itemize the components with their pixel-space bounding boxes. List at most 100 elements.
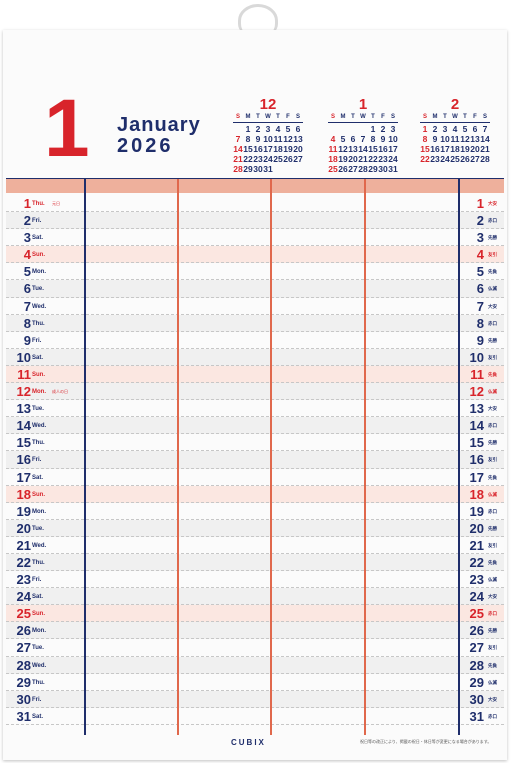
- weekday-label: Wed.: [32, 662, 47, 669]
- rokuyo-label: 大安: [488, 201, 497, 206]
- rokuyo-label: 仏滅: [488, 679, 497, 685]
- holiday-note: 元日: [52, 201, 60, 206]
- rokuyo-label: 大安: [488, 696, 497, 702]
- day-row[interactable]: 15 Thu. 15 先勝: [6, 434, 504, 452]
- day-number-right: 8: [476, 315, 484, 331]
- day-number-right: 9: [476, 332, 484, 348]
- day-number-right: 24: [469, 589, 484, 605]
- day-number: 12: [16, 384, 31, 400]
- day-row[interactable]: 14 Wed. 14 赤口: [6, 417, 504, 435]
- mini-day: 15: [368, 144, 378, 154]
- rokuyo-label: 大安: [488, 594, 497, 600]
- day-row[interactable]: 20 Tue. 20 先勝: [6, 519, 504, 537]
- mini-day: 16: [430, 144, 440, 154]
- day-row[interactable]: 17 Sat. 17 先負: [6, 469, 504, 486]
- day-row[interactable]: 8 Thu. 8 赤口: [6, 314, 504, 332]
- day-number-right: 11: [470, 366, 484, 382]
- day-number-right: 27: [469, 640, 484, 656]
- day-number-right: 31: [469, 708, 484, 724]
- rokuyo-label: 先勝: [488, 337, 497, 343]
- day-row[interactable]: 6 Tue. 6 仏滅: [6, 280, 504, 298]
- mini-day: 5: [340, 134, 346, 144]
- day-number: 21: [16, 537, 31, 553]
- mini-day: 3: [442, 124, 448, 134]
- mini-day: 6: [472, 124, 478, 134]
- day-number: 15: [16, 435, 31, 451]
- mini-day: [338, 124, 348, 134]
- mini-day: 8: [422, 134, 428, 144]
- day-number: 2: [23, 213, 31, 229]
- mini-day: 11: [450, 134, 460, 144]
- day-number-right: 19: [469, 503, 484, 519]
- day-row[interactable]: 31 Sat. 31 赤口: [6, 708, 504, 725]
- mini-day: [293, 164, 303, 174]
- mini-day: 2: [255, 124, 261, 134]
- day-row[interactable]: 21 Wed. 21 友引: [6, 537, 504, 554]
- mini-day: 1: [245, 124, 251, 134]
- weekday-label: Mon.: [32, 389, 46, 396]
- day-number-right: 10: [469, 349, 484, 365]
- day-row[interactable]: 5 Mon. 5 先負: [6, 263, 504, 281]
- weekday-label: Thu.: [32, 679, 45, 686]
- day-row[interactable]: 13 Tue. 13 大安: [6, 400, 504, 418]
- day-row[interactable]: 19 Mon. 19 赤口: [6, 503, 504, 520]
- day-number: 31: [16, 708, 31, 724]
- day-row[interactable]: 12 Mon. 成人の日 12 仏滅: [6, 383, 504, 401]
- rokuyo-label: 仏滅: [488, 389, 497, 395]
- day-row[interactable]: 29 Thu. 29 仏滅: [6, 674, 504, 691]
- weekday-label: S: [390, 114, 395, 120]
- mini-day: 17: [440, 144, 450, 154]
- weekday-label: Sun.: [32, 371, 45, 378]
- day-row[interactable]: 7 Wed. 7 大安: [6, 298, 504, 315]
- weekday-label: Sun.: [32, 611, 45, 618]
- mini-day: 5: [285, 124, 291, 134]
- mini-day: 20: [293, 144, 303, 154]
- mini-day: 8: [245, 134, 251, 144]
- day-number: 17: [16, 469, 31, 485]
- day-row[interactable]: 25 Sun. 25 赤口: [6, 605, 504, 623]
- rokuyo-label: 仏滅: [488, 286, 497, 292]
- day-row[interactable]: 26 Mon. 26 先勝: [6, 622, 504, 640]
- day-number-right: 22: [469, 554, 484, 570]
- mini-day: 2: [432, 124, 438, 134]
- mini-day: 9: [432, 134, 438, 144]
- mini-day: 1: [422, 124, 428, 134]
- weekday-label: Sat.: [32, 594, 44, 601]
- day-row[interactable]: 10 Sat. 10 友引: [6, 348, 504, 366]
- weekday-label: M: [245, 114, 251, 120]
- mini-day: 24: [388, 154, 398, 164]
- day-row[interactable]: 16 Fri. 16 友引: [6, 451, 504, 469]
- day-row[interactable]: 11 Sun. 11 先負: [6, 365, 504, 384]
- weekday-label: S: [330, 114, 335, 120]
- rokuyo-label: 友引: [488, 542, 497, 548]
- day-row[interactable]: 18 Sun. 18 仏滅: [6, 485, 504, 503]
- rokuyo-label: 先勝: [488, 440, 497, 446]
- day-row[interactable]: 27 Tue. 27 友引: [6, 639, 504, 657]
- day-row[interactable]: 3 Sat. 3 先勝: [6, 229, 504, 247]
- day-number: 7: [23, 298, 31, 314]
- weekday-label: T: [443, 114, 447, 120]
- mini-day: 18: [328, 154, 338, 164]
- day-row[interactable]: 23 Fri. 23 仏滅: [6, 571, 504, 589]
- column-divider: [458, 179, 460, 735]
- day-row[interactable]: 30 Fri. 30 大安: [6, 690, 504, 708]
- day-row[interactable]: 28 Wed. 28 先負: [6, 656, 504, 674]
- weekday-label: F: [473, 114, 477, 120]
- mini-day: 23: [378, 154, 388, 164]
- weekday-label: Sat.: [32, 713, 44, 720]
- weekday-label: W: [360, 114, 366, 120]
- day-number: 16: [16, 452, 31, 468]
- mini-day: 13: [293, 134, 303, 144]
- day-row[interactable]: 4 Sun. 4 友引: [6, 246, 504, 264]
- footer-note: 祝日等の改正により、掲載の祝日・休日等が変更になる場合があります。: [360, 739, 492, 744]
- rokuyo-label: 赤口: [488, 508, 497, 514]
- day-row[interactable]: 9 Fri. 9 先勝: [6, 332, 504, 349]
- day-number: 11: [17, 366, 31, 382]
- day-row[interactable]: 22 Thu. 22 先負: [6, 553, 504, 572]
- day-row[interactable]: 1 Thu. 元日 1 大安: [6, 195, 504, 213]
- mini-day: 1: [370, 124, 376, 134]
- day-row[interactable]: 24 Sat. 24 大安: [6, 588, 504, 606]
- weekday-label: Mon.: [32, 628, 46, 635]
- day-row[interactable]: 2 Fri. 2 赤口: [6, 212, 504, 230]
